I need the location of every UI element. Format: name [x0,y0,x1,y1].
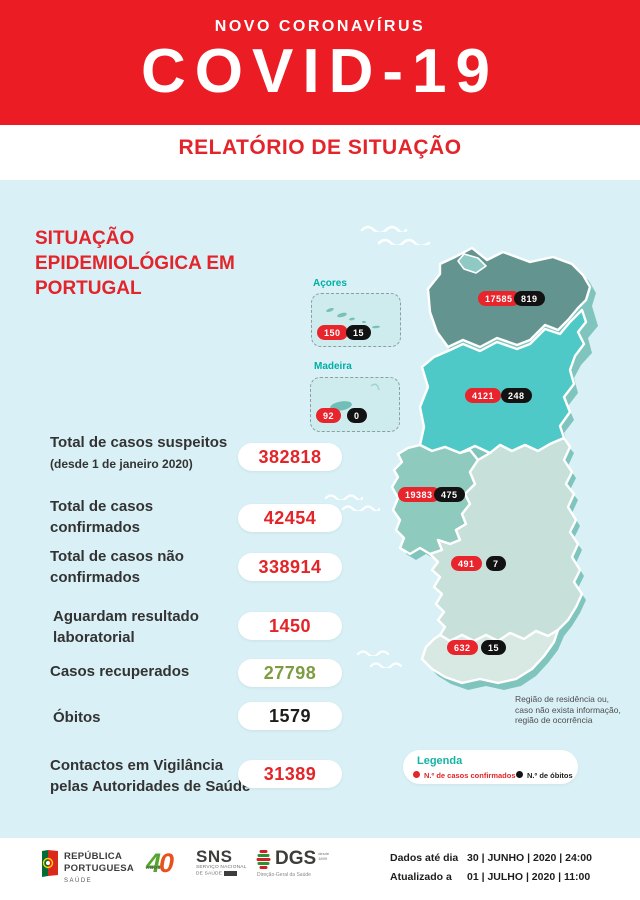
republica-saude-label: SAÚDE [64,878,93,884]
legend-confirmed-label: N.º de casos confirmados [424,771,516,780]
dgs-subtitle: Direção-Geral da Saúde [257,872,311,878]
dgs-globe-icon [256,850,271,869]
madeira-deaths-badge: 0 [347,408,367,423]
header-kicker: NOVO CORONAVÍRUS [214,18,426,35]
stat-label-casos-nao-confirmados: Total de casos não confirmados [50,548,184,586]
legend-deaths-label: N.º de óbitos [527,771,573,780]
legend-box [403,750,578,784]
republica-line1: REPÚBLICA [64,851,123,862]
anniversary-40-logo: 40 ANOS [146,850,174,877]
stat-value-casos-suspeitos: 382818 [238,443,342,471]
dgs-since-word: desde [318,851,330,856]
stat-value-contactos-vigilancia: 31389 [238,760,342,788]
sns-subtitle-line2: DE SAÚDE [196,871,223,877]
algarve-deaths-badge: 15 [481,640,507,655]
footer-band [0,838,640,900]
map-region-algarve [420,628,560,685]
lisboa-confirmed-badge: 19383 [398,487,440,502]
sns-title: SNS [196,847,233,866]
dgs-row: DGS desde 1899 [256,849,329,871]
stat-value-casos-nao-confirmados: 338914 [238,553,342,581]
updated-value: 01 | JULHO | 2020 | 11:00 [467,871,591,883]
legend-title: Legenda [417,755,463,767]
map-note: Região de residência ou, caso não exista… [515,694,621,725]
stat-value-casos-recuperados: 27798 [238,659,342,687]
wave-icon [377,238,431,245]
centro-confirmed-badge: 4121 [465,388,502,403]
algarve-confirmed-badge: 632 [447,640,478,655]
header-band [0,0,640,125]
deaths-dot-icon [516,771,523,778]
wave-icon [369,662,403,668]
dgs-title: DGS [275,848,317,869]
anniversary-anos-label: ANOS [146,865,162,870]
data-until-label: Dados até dia [390,852,459,864]
wave-icon [356,650,390,656]
stat-label-text: Total de casos suspeitos [50,434,228,451]
stat-label-casos-confirmados: Total de casos confirmados [50,498,154,536]
stat-label-contactos-vigilancia: Contactos em Vigilância pelas Autoridade… [50,757,251,795]
dgs-since-year: 1899 [318,856,328,861]
lisboa-deaths-badge: 475 [434,487,465,502]
alentejo-confirmed-badge: 491 [451,556,482,571]
republica-line2: PORTUGUESA [64,862,135,874]
madeira-label: Madeira [314,361,352,372]
acores-deaths-badge: 15 [346,325,372,340]
acores-islands-icon [326,307,380,329]
map-region-norte-nw [457,253,487,274]
sns-subtitle: SERVIÇO NACIONAL DE SAÚDE [196,865,247,878]
section-title: SITUAÇÃO EPIDEMIOLÓGICA EM PORTUGAL [35,228,235,299]
dgs-logo: DGS desde 1899 Direção-Geral da Saúde [256,849,329,878]
subheader-band [0,125,640,180]
dgs-since: desde 1899 [318,851,329,861]
anniversary-4: 4 [146,848,162,878]
report-subtitle: RELATÓRIO DE SITUAÇÃO [178,136,462,159]
madeira-confirmed-badge: 92 [316,408,342,423]
stat-label-casos-suspeitos: Total de casos suspeitos (desde 1 de jan… [50,432,235,475]
alentejo-deaths-badge: 7 [486,556,506,571]
updated-label: Atualizado a [390,871,452,883]
norte-deaths-badge: 819 [514,291,545,306]
wave-icon [360,225,408,232]
stat-label-obitos: Óbitos [53,709,101,726]
madeira-box [310,377,400,432]
sns-subtitle-line1: SERVIÇO NACIONAL [196,865,247,870]
confirmed-dot-icon [413,771,420,778]
wave-icon [324,494,364,500]
republica-portuguesa-logo: REPÚBLICA PORTUGUESA SAÚDE [64,851,134,884]
anniversary-0: 0 [159,848,175,878]
data-until-value: 30 | JUNHO | 2020 | 24:00 [467,852,592,864]
stat-label-aguardam-resultado: Aguardam resultado laboratorial [53,608,199,646]
stat-value-aguardam-resultado: 1450 [238,612,342,640]
sns-badge-icon [223,871,237,876]
acores-label: Açores [313,278,347,289]
stat-value-casos-confirmados: 42454 [238,504,342,532]
stat-label-note: (desde 1 de janeiro 2020) [50,457,193,471]
stat-value-obitos: 1579 [238,702,342,730]
madeira-island-icon [330,383,380,413]
norte-confirmed-badge: 17585 [478,291,520,306]
page-title: COVID-19 [141,37,499,106]
centro-deaths-badge: 248 [501,388,532,403]
wave-icon [341,505,381,511]
stat-label-casos-recuperados: Casos recuperados [50,663,190,680]
republica-portuguesa-flag-icon [42,850,58,877]
sns-logo: SNS SERVIÇO NACIONAL DE SAÚDE [196,847,247,878]
acores-confirmed-badge: 150 [317,325,348,340]
